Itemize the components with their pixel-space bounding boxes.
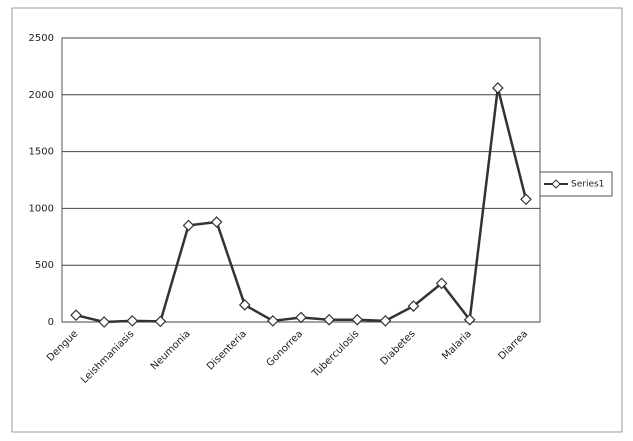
data-point bbox=[295, 311, 307, 324]
data-point bbox=[267, 315, 279, 327]
data-point bbox=[126, 315, 139, 327]
data-point bbox=[520, 193, 532, 206]
data-point bbox=[379, 315, 392, 327]
y-tick-label: 1500 bbox=[29, 147, 54, 158]
y-tick-label: 2500 bbox=[29, 33, 54, 44]
y-tick-label: 500 bbox=[35, 260, 54, 271]
data-point bbox=[323, 313, 335, 326]
legend-marker bbox=[551, 179, 561, 189]
data-point bbox=[351, 313, 364, 326]
data-point bbox=[182, 219, 195, 232]
data-point bbox=[491, 82, 504, 94]
y-tick-label: 1000 bbox=[29, 203, 54, 214]
data-point bbox=[210, 216, 223, 228]
data-point bbox=[154, 315, 167, 328]
chart-frame bbox=[11, 7, 623, 433]
y-tick-label: 0 bbox=[48, 317, 54, 328]
y-tick-label: 2000 bbox=[29, 90, 54, 101]
legend-label: Series1 bbox=[571, 180, 604, 190]
data-point bbox=[70, 309, 82, 322]
data-point bbox=[238, 299, 251, 311]
data-point bbox=[407, 300, 420, 312]
data-point bbox=[98, 316, 111, 328]
data-point bbox=[463, 313, 476, 326]
data-point bbox=[435, 277, 448, 290]
